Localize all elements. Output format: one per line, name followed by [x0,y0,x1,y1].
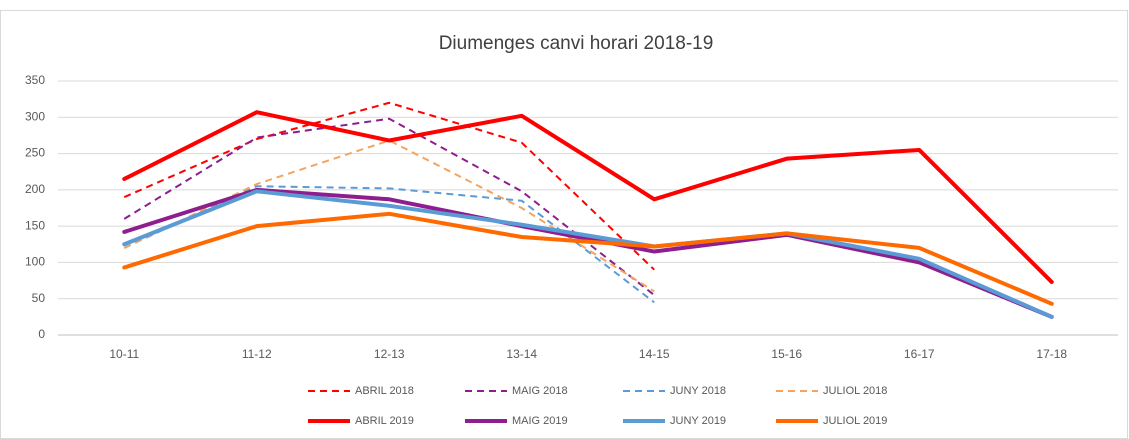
series-line [123,117,655,296]
legend-label: JUNY 2019 [670,415,726,427]
x-tick-label: 15-16 [771,347,802,361]
chart-title: Diumenges canvi horari 2018-19 [439,33,714,54]
x-tick-label: 10-11 [109,347,139,361]
y-tick-label: 200 [25,182,45,196]
y-tick-label: 50 [32,291,46,305]
legend-label: MAIG 2019 [512,415,568,427]
legend-label: ABRIL 2019 [355,415,414,427]
legend-label: ABRIL 2018 [355,385,414,397]
legend-label: MAIG 2018 [512,385,568,397]
x-tick-label: 17-18 [1036,347,1067,361]
x-tick-label: 16-17 [904,347,935,361]
series-line [122,187,1054,319]
series-line [122,189,1054,319]
series-line [122,211,1054,306]
legend-label: JULIOL 2018 [823,385,887,397]
y-tick-label: 350 [25,73,45,87]
x-tick-label: 11-12 [242,347,272,361]
legend-label: JUNY 2018 [670,385,726,397]
y-tick-label: 300 [25,109,45,123]
x-tick-label: 12-13 [374,347,405,361]
x-tick-label: 13-14 [506,347,537,361]
series-line [122,110,1054,285]
y-tick-label: 150 [25,218,45,232]
series-line [123,101,655,271]
y-tick-label: 0 [38,327,45,341]
series-line [123,185,655,304]
x-tick-label: 14-15 [639,347,670,361]
legend-label: JULIOL 2019 [823,415,887,427]
y-tick-label: 250 [25,146,45,160]
y-tick-label: 100 [25,255,45,269]
